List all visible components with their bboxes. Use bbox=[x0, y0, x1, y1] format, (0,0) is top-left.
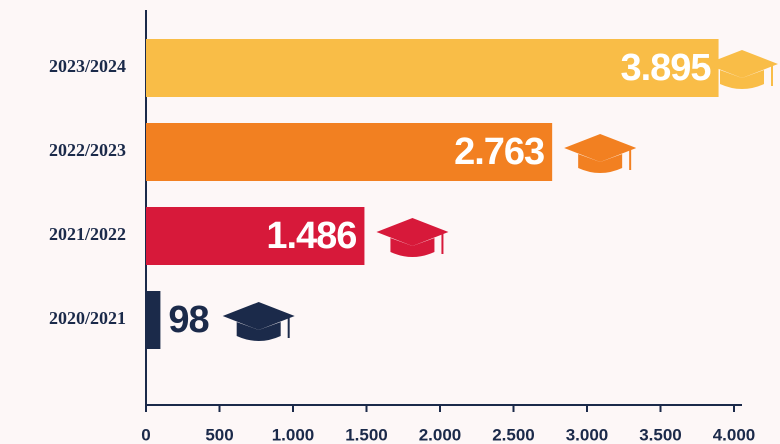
cap-icon bbox=[223, 302, 295, 341]
cap-top bbox=[376, 218, 448, 246]
cap-icon bbox=[564, 134, 636, 173]
x-tick-label: 1.500 bbox=[345, 425, 388, 444]
x-tick-label: 0 bbox=[141, 425, 150, 444]
value-label: 3.895 bbox=[620, 47, 711, 89]
category-label: 2023/2024 bbox=[49, 56, 126, 76]
value-label: 1.486 bbox=[266, 215, 356, 257]
x-tick-label: 2.000 bbox=[419, 425, 462, 444]
category-label: 2022/2023 bbox=[49, 140, 126, 160]
cap-top bbox=[223, 302, 295, 330]
x-tick-label: 2.500 bbox=[492, 425, 535, 444]
x-tick-label: 1.000 bbox=[272, 425, 315, 444]
value-label: 98 bbox=[168, 299, 208, 341]
cap-top bbox=[564, 134, 636, 162]
cap-icon bbox=[376, 218, 448, 257]
category-label: 2021/2022 bbox=[49, 224, 126, 244]
x-tick-label: 4.000 bbox=[713, 425, 756, 444]
category-label: 2020/2021 bbox=[49, 308, 126, 328]
x-tick-label: 3.000 bbox=[566, 425, 609, 444]
value-label: 2.763 bbox=[454, 131, 544, 173]
chart: 0 500 1.000 1.500 2.000 2.500 3.000 3.500 4.000 2… bbox=[0, 0, 780, 444]
bar bbox=[146, 291, 160, 349]
x-tick-label: 3.500 bbox=[639, 425, 682, 444]
x-tick-label: 500 bbox=[205, 425, 233, 444]
